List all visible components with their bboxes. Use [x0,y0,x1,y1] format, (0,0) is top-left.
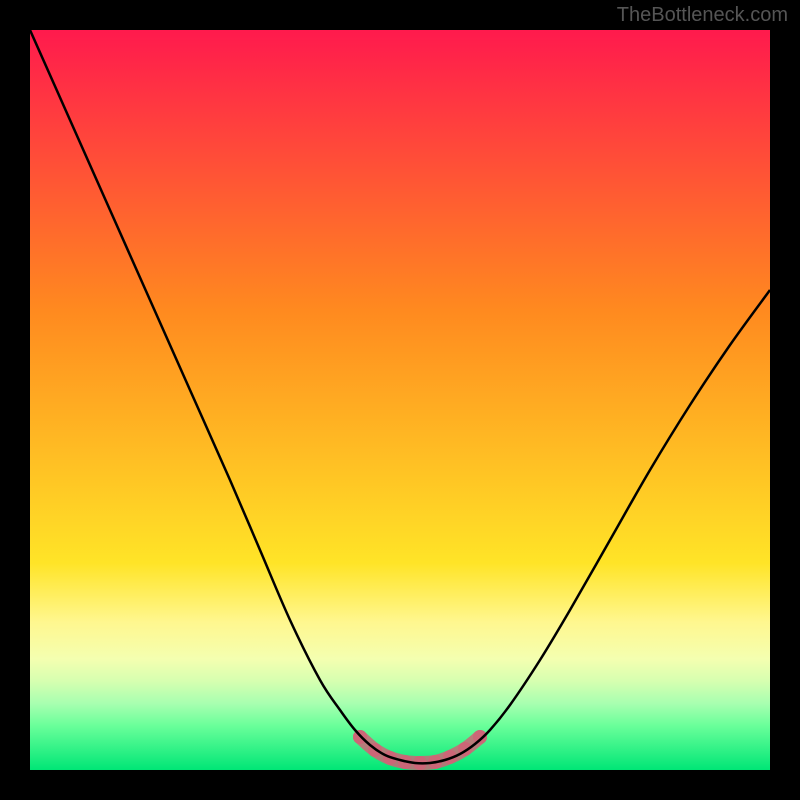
plot-area [30,30,770,770]
watermark-text: TheBottleneck.com [617,4,788,27]
main-curve [30,30,770,763]
chart-svg [30,30,770,770]
